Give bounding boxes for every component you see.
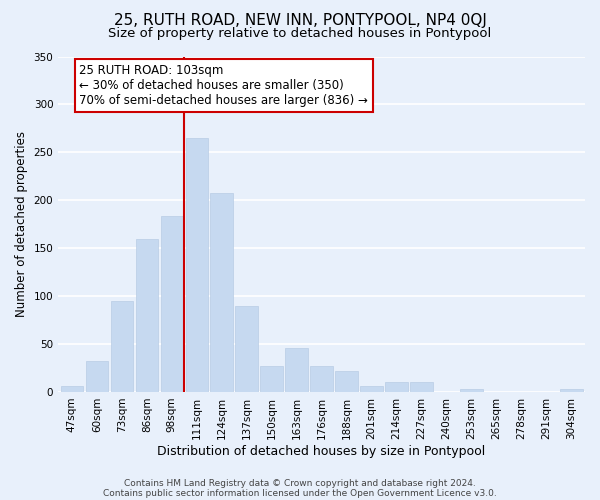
Bar [310, 366, 333, 392]
Bar [260, 366, 283, 392]
Text: Contains public sector information licensed under the Open Government Licence v3: Contains public sector information licen… [103, 488, 497, 498]
Bar [460, 389, 482, 392]
Bar [161, 216, 183, 392]
Text: 25 RUTH ROAD: 103sqm
← 30% of detached houses are smaller (350)
70% of semi-deta: 25 RUTH ROAD: 103sqm ← 30% of detached h… [79, 64, 368, 107]
Bar [185, 138, 208, 392]
Text: Contains HM Land Registry data © Crown copyright and database right 2024.: Contains HM Land Registry data © Crown c… [124, 478, 476, 488]
Bar [335, 371, 358, 392]
Y-axis label: Number of detached properties: Number of detached properties [15, 131, 28, 317]
Bar [211, 192, 233, 392]
Bar [360, 386, 383, 392]
Bar [136, 238, 158, 392]
Bar [385, 382, 408, 392]
Text: 25, RUTH ROAD, NEW INN, PONTYPOOL, NP4 0QJ: 25, RUTH ROAD, NEW INN, PONTYPOOL, NP4 0… [113, 12, 487, 28]
Bar [86, 362, 108, 392]
Bar [110, 301, 133, 392]
Bar [235, 306, 258, 392]
Bar [61, 386, 83, 392]
Bar [286, 348, 308, 392]
Text: Size of property relative to detached houses in Pontypool: Size of property relative to detached ho… [109, 28, 491, 40]
Bar [410, 382, 433, 392]
X-axis label: Distribution of detached houses by size in Pontypool: Distribution of detached houses by size … [157, 444, 486, 458]
Bar [560, 389, 583, 392]
